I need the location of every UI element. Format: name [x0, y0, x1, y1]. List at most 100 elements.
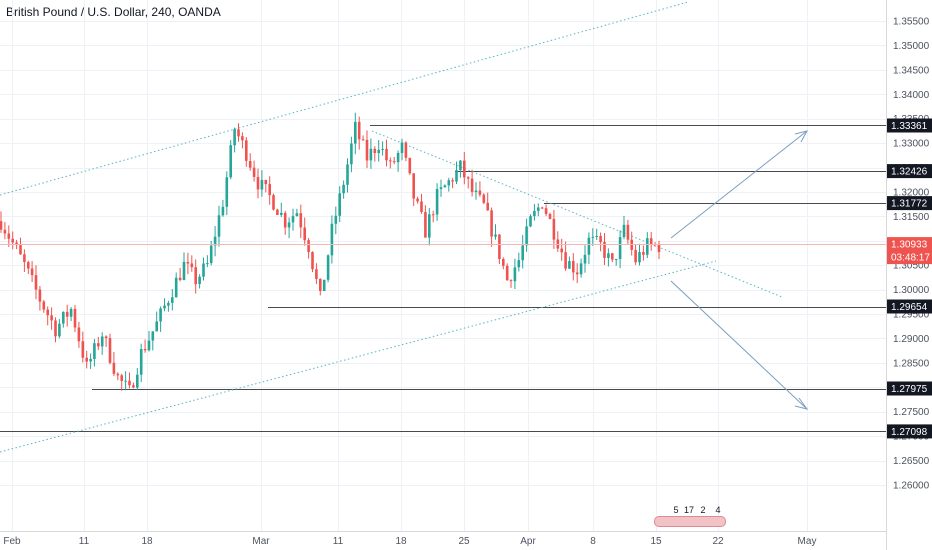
candle-body [642, 252, 645, 255]
candle-body [132, 385, 135, 388]
lower-channel-line [0, 260, 717, 453]
candle-body [0, 221, 3, 230]
price-tick-label: 1.30000 [893, 285, 930, 296]
candle-body [420, 201, 423, 212]
candle-body [202, 263, 205, 277]
event-count-2[interactable]: 17 [683, 505, 694, 515]
candle-body [365, 139, 369, 161]
candle-body [264, 180, 268, 185]
candles [0, 112, 661, 391]
candle-body [404, 142, 408, 158]
candle-body [252, 167, 256, 177]
economic-events[interactable]: 5 17 2 4 [654, 500, 726, 527]
price-tick-label: 1.26500 [893, 456, 930, 467]
candle-body [58, 323, 61, 337]
candle-body [622, 224, 626, 238]
candle-body [646, 238, 649, 255]
candle-body [100, 336, 104, 347]
event-flag-icon[interactable] [654, 516, 726, 527]
candle-body [315, 269, 318, 279]
candle-body [159, 308, 162, 322]
candle-body [256, 176, 260, 190]
candle-body [428, 214, 431, 238]
candle-body [104, 336, 108, 339]
candle-body [280, 212, 283, 215]
candle-body [245, 140, 248, 161]
date-tick-label: 18 [395, 536, 407, 547]
candle-body [490, 210, 493, 237]
level-price-tag [887, 196, 932, 211]
event-count-3[interactable]: 2 [700, 505, 706, 515]
candle-body [657, 244, 661, 253]
candle-body [412, 173, 415, 199]
trendlines[interactable] [0, 1, 783, 453]
price-tick-label: 1.34000 [893, 90, 930, 101]
horizontal-levels[interactable] [0, 125, 886, 432]
candle-body [326, 255, 330, 280]
level-price-label: 1.29654 [891, 302, 928, 313]
price-tick-label: 1.35000 [893, 41, 930, 52]
candle-body [15, 242, 18, 246]
date-tick-label: Apr [520, 536, 536, 547]
candle-body [451, 180, 454, 182]
candle-body [217, 215, 221, 237]
date-tick-label: 22 [712, 536, 724, 547]
projection-arrows[interactable] [670, 130, 809, 410]
candle-body [614, 259, 618, 260]
candle-body [248, 161, 252, 168]
candle-body [470, 178, 474, 192]
candle-body [416, 198, 419, 202]
candle-body [276, 209, 279, 215]
candle-body [116, 373, 120, 376]
candle-body [463, 160, 466, 178]
candle-body [591, 236, 595, 238]
candle-body [65, 311, 69, 317]
candle-body [206, 263, 209, 265]
candle-body [377, 149, 380, 153]
bar-countdown-label: 03:48:17 [891, 253, 930, 264]
candle-body [649, 238, 653, 244]
candle-body [435, 189, 439, 215]
candle-body [299, 213, 303, 228]
candle-body [396, 153, 400, 163]
date-tick-label: 25 [458, 536, 470, 547]
candle-body [124, 380, 127, 382]
candle-body [439, 187, 443, 189]
candle-body [373, 148, 377, 153]
candle-body [225, 177, 229, 207]
candle-body [311, 252, 314, 270]
candle-body [319, 279, 322, 291]
candle-body [517, 260, 521, 268]
candle-body [529, 216, 532, 227]
candle-body [369, 148, 373, 161]
candle-body [638, 252, 641, 263]
candle-body [618, 237, 622, 259]
candle-body [502, 259, 505, 266]
price-tick-label: 1.35500 [893, 17, 930, 28]
candle-body [237, 129, 240, 137]
candle-body [85, 357, 88, 362]
candle-body [603, 242, 606, 258]
candle-body [486, 202, 489, 211]
candle-body [93, 343, 96, 359]
candle-body [186, 262, 190, 264]
candle-body [513, 267, 517, 282]
event-count-1[interactable]: 5 [673, 505, 679, 515]
candle-body [108, 338, 112, 363]
candle-body [303, 227, 306, 241]
candle-body [97, 343, 100, 347]
price-tags: 1.33361 1.32426 1.31772 1.29654 1.27975 1.270… [887, 118, 932, 439]
price-tick-label: 1.29000 [893, 334, 930, 345]
candle-body [583, 254, 587, 264]
time-axis[interactable]: Feb 11 18 Mar 11 18 25 Apr 8 15 22 May [3, 536, 816, 547]
chart-title: British Pound / U.S. Dollar, 240, OANDA [6, 5, 221, 19]
candle-body [443, 185, 447, 188]
candle-body [198, 276, 201, 285]
candle-body [338, 193, 341, 216]
event-count-4[interactable]: 4 [715, 505, 721, 515]
candle-body [447, 180, 451, 186]
candle-body [560, 248, 563, 253]
candle-body [42, 301, 46, 310]
grid [0, 0, 886, 531]
